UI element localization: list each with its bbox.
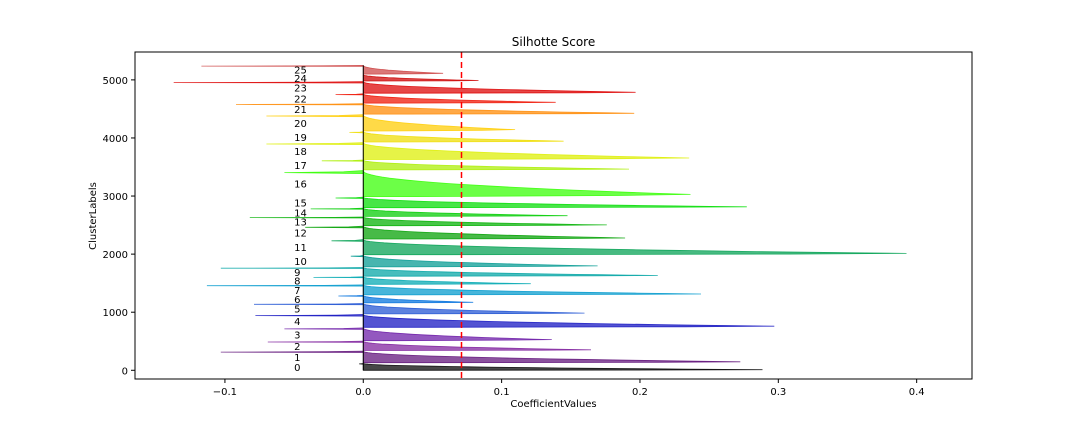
y-tick-label: 5000 bbox=[103, 76, 128, 87]
cluster-label-20: 20 bbox=[294, 119, 307, 130]
x-tick-label: 0.1 bbox=[494, 387, 510, 398]
x-tick-label: 0.4 bbox=[909, 387, 925, 398]
cluster-label-1: 1 bbox=[294, 353, 300, 364]
y-tick-label: 3000 bbox=[103, 192, 128, 203]
cluster-label-21: 21 bbox=[294, 105, 307, 116]
cluster-label-4: 4 bbox=[294, 317, 300, 328]
cluster-label-11: 11 bbox=[294, 243, 307, 254]
x-tick-label: 0.0 bbox=[355, 387, 371, 398]
y-axis-ticks: 0 1000 2000 3000 4000 5000 bbox=[103, 76, 135, 377]
cluster-label-6: 6 bbox=[294, 295, 300, 306]
plot-area: 0123456789101112131415161718192021222324… bbox=[135, 52, 972, 379]
cluster-label-9: 9 bbox=[294, 268, 300, 279]
cluster-label-13: 13 bbox=[294, 217, 307, 228]
y-axis-label: ClusterLabels bbox=[88, 182, 99, 250]
cluster-label-2: 2 bbox=[294, 342, 300, 353]
cluster-label-3: 3 bbox=[294, 330, 300, 341]
cluster-label-19: 19 bbox=[294, 133, 307, 144]
x-tick-label: 0.2 bbox=[632, 387, 648, 398]
cluster-label-10: 10 bbox=[294, 257, 307, 268]
cluster-label-12: 12 bbox=[294, 229, 307, 240]
x-tick-label: −0.1 bbox=[213, 387, 237, 398]
plot-frame bbox=[134, 51, 973, 380]
cluster-label-24: 24 bbox=[294, 74, 307, 85]
cluster-label-7: 7 bbox=[294, 286, 300, 297]
cluster-label-5: 5 bbox=[294, 305, 300, 316]
cluster-label-23: 23 bbox=[294, 83, 307, 94]
chart-title: Silhotte Score bbox=[512, 35, 595, 49]
y-tick-label: 0 bbox=[122, 366, 128, 377]
cluster-24-silhouette bbox=[362, 74, 479, 82]
cluster-label-22: 22 bbox=[294, 94, 307, 105]
cluster-label-16: 16 bbox=[294, 180, 307, 191]
cluster-label-18: 18 bbox=[294, 147, 307, 158]
cluster-11-silhouette bbox=[331, 239, 907, 256]
cluster-labels-layer: 0123456789101112131415161718192021222324… bbox=[294, 66, 307, 374]
x-tick-label: 0.3 bbox=[770, 387, 786, 398]
x-axis-label: CoefficientValues bbox=[510, 399, 596, 410]
cluster-label-17: 17 bbox=[294, 161, 307, 172]
y-tick-label: 1000 bbox=[103, 308, 128, 319]
cluster-label-15: 15 bbox=[294, 198, 307, 209]
x-axis-ticks: −0.1 0.0 0.1 0.2 0.3 0.4 bbox=[213, 379, 925, 398]
y-tick-label: 2000 bbox=[103, 250, 128, 261]
cluster-label-14: 14 bbox=[294, 208, 307, 219]
y-tick-label: 4000 bbox=[103, 134, 128, 145]
cluster-label-0: 0 bbox=[294, 363, 300, 374]
cluster-label-25: 25 bbox=[294, 66, 307, 77]
cluster-label-8: 8 bbox=[294, 277, 300, 288]
